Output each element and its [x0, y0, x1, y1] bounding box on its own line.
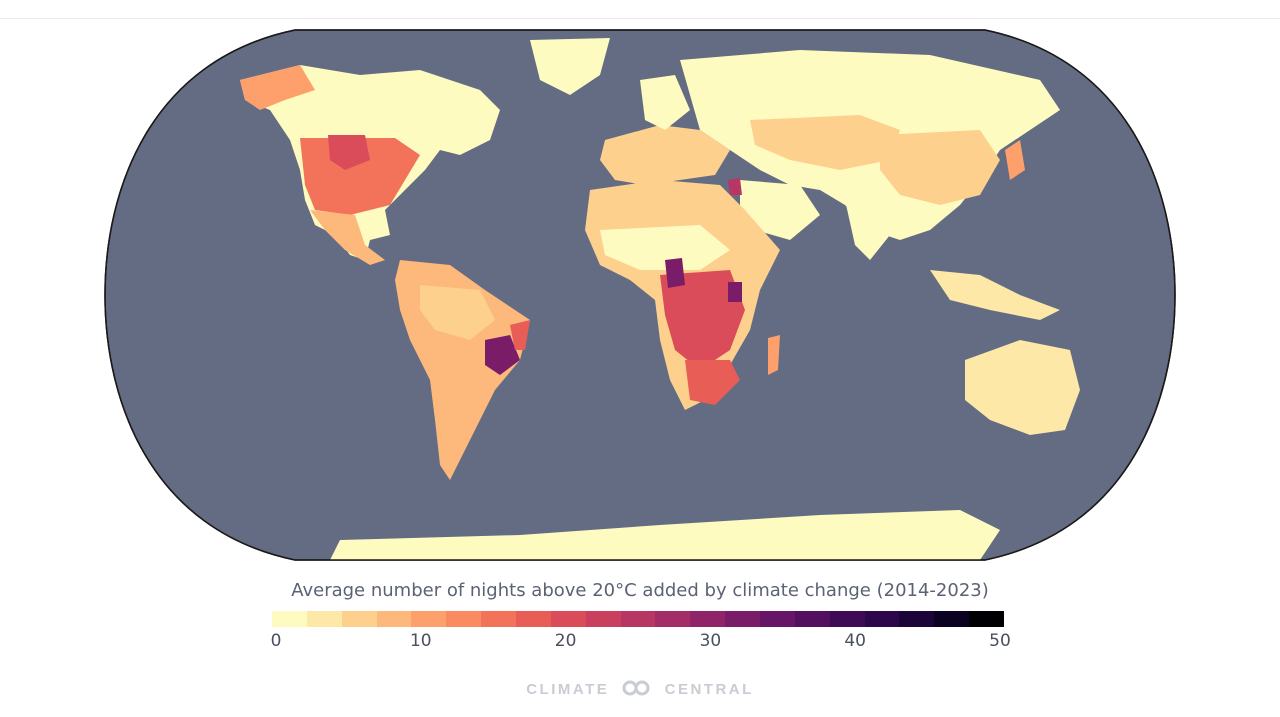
- top-divider: [0, 0, 1280, 19]
- region-japan: [1005, 140, 1025, 180]
- colorbar-swatch: [794, 611, 830, 627]
- world-map: [100, 20, 1180, 570]
- colorbar-swatch: [481, 611, 517, 627]
- region-central-africa: [660, 270, 745, 370]
- region-greenland: [530, 38, 610, 95]
- colorbar-tick-label: 20: [554, 631, 577, 651]
- colorbar-swatch: [411, 611, 447, 627]
- colorbar-swatch: [690, 611, 726, 627]
- colorbar-swatch: [306, 611, 342, 627]
- colorbar-tick-label: 10: [409, 631, 432, 651]
- region-indonesia: [930, 270, 1060, 320]
- colorbar-swatch: [585, 611, 621, 627]
- region-india: [845, 195, 895, 260]
- colorbar-swatch: [376, 611, 412, 627]
- region-levant: [728, 178, 742, 195]
- colorbar-tick-label: 30: [699, 631, 722, 651]
- brand-word-left: CLIMATE: [526, 680, 610, 698]
- region-middle-east: [740, 180, 820, 240]
- landmass-australia: [965, 340, 1080, 435]
- colorbar-swatch: [725, 611, 761, 627]
- brand-logo: CLIMATE CENTRAL: [0, 680, 1280, 700]
- region-great-lakes: [728, 282, 742, 302]
- colorbar-swatch: [969, 611, 1005, 627]
- legend-title: Average number of nights above 20°C adde…: [291, 580, 989, 601]
- region-usa-central: [328, 135, 370, 170]
- colorbar-swatch: [864, 611, 900, 627]
- colorbar-swatch: [446, 611, 482, 627]
- landmass-europe: [600, 125, 730, 185]
- colorbar-swatch: [341, 611, 377, 627]
- region-cameroon: [665, 258, 685, 288]
- colorbar-swatch: [655, 611, 691, 627]
- region-central-asia: [750, 115, 900, 170]
- brand-word-right: CENTRAL: [664, 680, 754, 698]
- region-china: [880, 130, 1000, 205]
- colorbar-swatch: [899, 611, 935, 627]
- colorbar-swatch: [272, 611, 307, 627]
- colorbar-swatch: [829, 611, 865, 627]
- colorbar-swatch: [934, 611, 970, 627]
- region-amazon: [420, 285, 495, 340]
- region-alaska: [240, 65, 315, 110]
- region-madagascar: [768, 335, 780, 375]
- colorbar-swatch: [760, 611, 795, 627]
- region-scandinavia: [640, 75, 690, 130]
- colorbar-tick-label: 40: [844, 631, 867, 651]
- colorbar: [272, 611, 1005, 627]
- landmass-antarctica: [330, 510, 1000, 560]
- region-sahel: [600, 225, 730, 270]
- region-brazil-east: [510, 320, 530, 350]
- colorbar-tick-label: 50: [989, 631, 1011, 651]
- colorbar-swatch: [620, 611, 656, 627]
- region-mexico: [310, 210, 385, 265]
- colorbar-tick-label: 0: [270, 631, 282, 651]
- colorbar-swatch: [550, 611, 586, 627]
- colorbar-swatch: [516, 611, 551, 627]
- region-brazil-hot: [485, 335, 520, 375]
- region-southern-africa: [685, 360, 740, 405]
- climate-central-logo-icon: [620, 680, 654, 700]
